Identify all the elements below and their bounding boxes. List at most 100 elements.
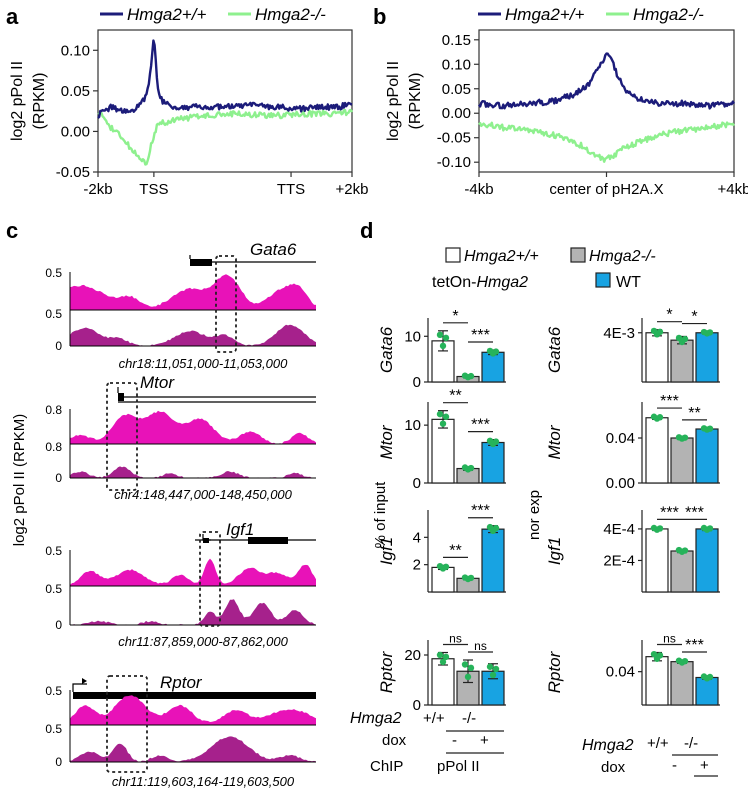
tss-arrow-icon: [72, 683, 87, 692]
legend-b: Hmga2+/+ Hmga2-/-: [478, 5, 704, 24]
bl-chip-value: pPol II: [437, 758, 480, 775]
bar-ko: [670, 550, 694, 593]
bar-gene-label: Gata6: [377, 326, 396, 373]
legend-d-ko-swatch: [570, 247, 586, 263]
gene-model-exon: [118, 393, 124, 401]
bar-chart-right-gata6: 4E-3 Gata6 * *: [545, 307, 720, 383]
track-scale-bottom: 0.5: [45, 307, 62, 321]
replicate-dot: [436, 331, 444, 339]
bar-ytick-label: 10: [404, 328, 421, 345]
bar-ytick-label: 4: [413, 529, 421, 546]
replicate-dot: [464, 374, 472, 381]
replicate-dot: [703, 675, 711, 682]
chart-b-ytick-label: 0.05: [442, 81, 471, 98]
bl-hmga2-label: Hmga2: [350, 710, 402, 727]
replicate-dot: [489, 671, 497, 679]
legend-d-ko-label: Hmga2-/-: [589, 248, 656, 265]
chart-a-xtick-label: TSS: [139, 181, 168, 198]
bar-ytick-label: 0: [413, 475, 421, 492]
replicate-dot: [442, 334, 450, 342]
panel-d-bottom-left: Hmga2 +/+ -/- dox - + ChIP pPol II: [350, 710, 504, 775]
gene-model-exon: [190, 259, 212, 266]
tss-arrow-icon: [202, 534, 211, 541]
chart-a-ytick-label: 0.05: [61, 83, 90, 100]
chart-a-ylabel-1: log2 pPol II: [9, 61, 26, 141]
replicate-dot: [464, 673, 472, 681]
track-group-mtor: Mtor 0.8 0.8 0 chr4:148,447,000-148,450,000: [45, 373, 316, 502]
chart-b-ytick-label: 0.00: [442, 105, 471, 122]
highlight-box: [199, 531, 221, 627]
replicate-dot: [461, 661, 469, 668]
chart-b: 0.15 0.10 0.05 0.00 -0.05 -0.10 -4kb center of …: [385, 29, 748, 198]
chart-b-ytick-label: -0.05: [437, 130, 471, 147]
gene-label-rptor: Rptor: [160, 673, 203, 692]
panel-label-d: d: [360, 218, 373, 243]
bar-ytick-label: 0: [413, 697, 421, 714]
chart-a-frame: [97, 29, 353, 173]
panel-d-right-ylabel: nor exp: [526, 490, 543, 540]
panel-d-bottom-right: Hmga2 +/+ -/- dox - +: [582, 735, 718, 777]
bar-gene-label: Mtor: [545, 424, 564, 459]
sig-label: ***: [471, 327, 490, 344]
bar-gene-label: Igf1: [377, 537, 396, 565]
bar-gene-label: Rptor: [377, 650, 396, 693]
bar-teton: [695, 528, 719, 593]
track-group-gata6: Gata6 0.5 0.5 0 chr18:11,051,000-11,053,000: [45, 240, 316, 371]
sig-label: ***: [471, 417, 490, 434]
bar-chart-right-rptor: 0.04 Rptor ns ***: [545, 632, 720, 706]
sig-label: ***: [660, 393, 679, 410]
bar-wt: [645, 417, 669, 484]
legend-b-ko-label: Hmga2-/-: [633, 5, 704, 24]
replicate-dot: [678, 338, 686, 346]
bl-chip-label: ChIP: [370, 758, 403, 775]
bl-wt: +/+: [423, 710, 445, 727]
chart-b-frame: [478, 29, 735, 173]
chart-b-xtick-label: +4kb: [718, 181, 748, 198]
replicate-dot: [486, 663, 494, 670]
replicate-dot: [703, 526, 711, 533]
track-bottom-signal: [70, 736, 316, 762]
sig-label: ***: [685, 637, 704, 654]
track-top-signal: [70, 558, 316, 586]
track-zero: 0: [55, 755, 62, 769]
track-scale-top: 0.8: [45, 403, 62, 417]
panel-d-left-ylabel: % of input: [372, 481, 389, 549]
track-bottom-signal: [70, 324, 316, 346]
bar-wt: [431, 418, 455, 484]
bar-ytick-label: 2: [413, 557, 421, 574]
bl-dox-label: dox: [382, 732, 407, 749]
panel-label-b: b: [373, 4, 386, 29]
replicate-dot: [439, 342, 447, 350]
track-scale-top: 0.5: [45, 266, 62, 280]
legend-d-wt-label: Hmga2+/+: [464, 248, 539, 265]
replicate-dot: [650, 650, 658, 658]
track-scale-bottom: 0.5: [45, 582, 62, 596]
chart-a-series-ko: [97, 108, 354, 166]
bar-ko: [670, 661, 694, 706]
track-coordinate: chr18:11,051,000-11,053,000: [119, 356, 288, 371]
track-zero: 0: [55, 471, 62, 485]
track-scale-bottom: 0.5: [45, 722, 62, 736]
chart-b-ytick-label: 0.10: [442, 56, 471, 73]
track-coordinate: chr11:87,859,000-87,862,000: [118, 634, 288, 649]
bar-ytick-label: 20: [404, 647, 421, 664]
replicate-dot: [489, 527, 497, 535]
sig-label: *: [666, 307, 672, 324]
replicate-dot: [653, 655, 661, 662]
bar-wt: [645, 528, 669, 593]
replicate-dot: [653, 526, 661, 533]
track-coordinate: chr11:119,603,164-119,603,500: [112, 774, 295, 789]
replicate-dot: [678, 659, 686, 666]
replicate-dot: [464, 575, 472, 583]
chart-b-xtick-label: -4kb: [464, 181, 493, 198]
bl-dox-plus: +: [480, 732, 489, 749]
replicate-dot: [439, 658, 447, 666]
chart-b-xtick-label: center of pH2A.X: [549, 181, 663, 198]
bar-gene-label: Mtor: [377, 424, 396, 459]
panel-label-c: c: [6, 218, 18, 243]
